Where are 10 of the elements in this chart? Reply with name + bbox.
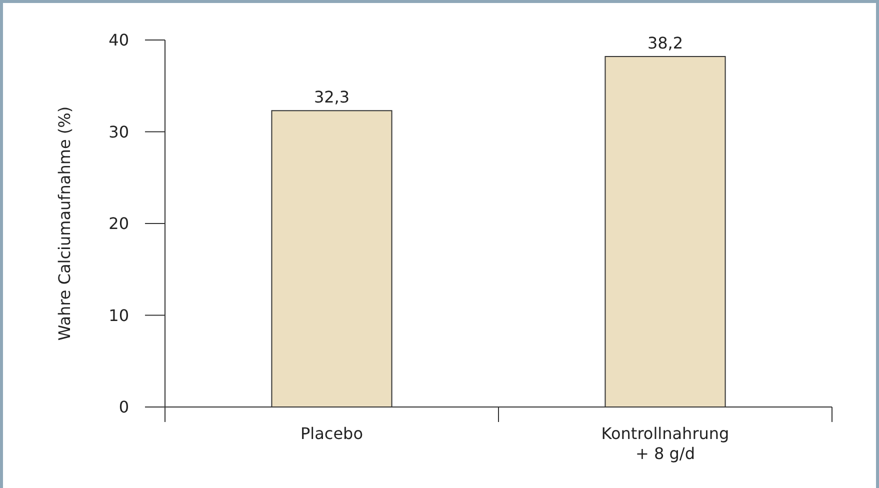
y-tick-label: 40 <box>108 30 129 50</box>
y-axis-title: Wahre Calciumaufnahme (%) <box>55 106 74 341</box>
x-tick-label: Placebo <box>300 424 363 443</box>
y-tick-label: 10 <box>108 306 129 325</box>
y-tick-label: 0 <box>118 398 129 417</box>
y-tick-label: 30 <box>108 122 129 142</box>
x-tick-label: Kontrollnahrung + 8 g/d <box>601 424 730 463</box>
data-label: 38,2 <box>647 34 684 53</box>
data-label: 32,3 <box>314 88 350 107</box>
y-tick-label: 20 <box>108 214 129 234</box>
